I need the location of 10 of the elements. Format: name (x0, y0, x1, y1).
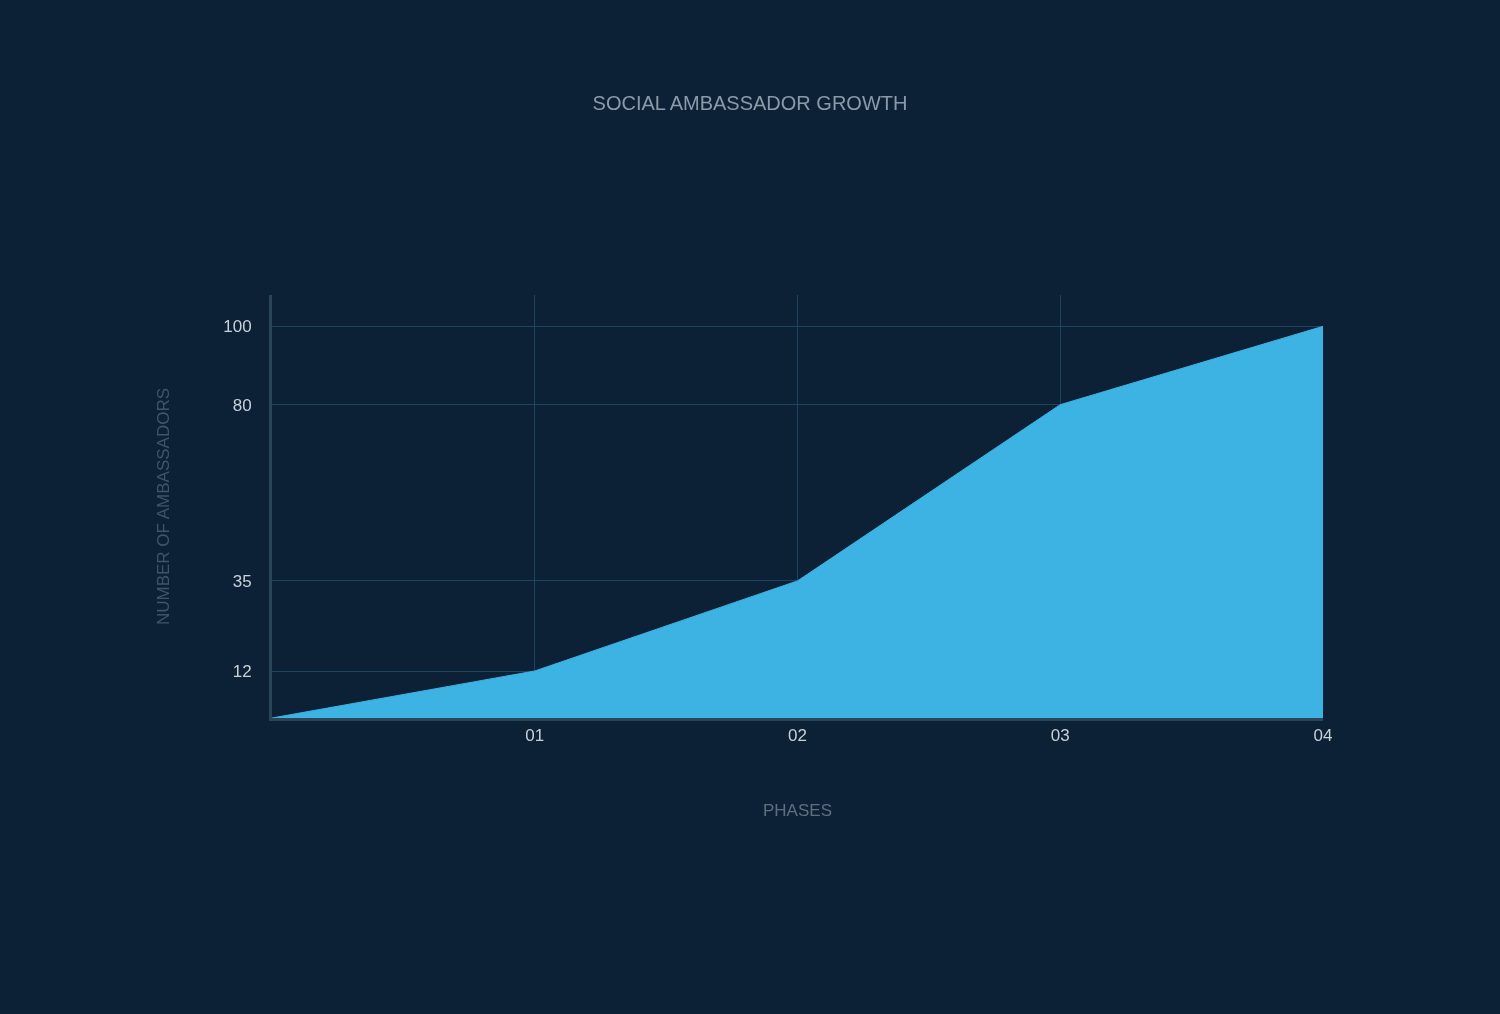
x-tick-label: 01 (525, 726, 545, 746)
x-tick-label: 02 (788, 726, 807, 746)
y-tick-label: 80 (232, 395, 252, 415)
x-axis-title: PHASES (763, 800, 832, 820)
chart-title: SOCIAL AMBASSADOR GROWTH (592, 92, 908, 114)
x-tick-label: 03 (1050, 726, 1070, 746)
x-tick-label: 04 (1313, 726, 1333, 746)
y-tick-label: 35 (232, 571, 252, 591)
y-tick-label: 100 (223, 317, 252, 337)
y-tick-label: 12 (232, 661, 252, 681)
